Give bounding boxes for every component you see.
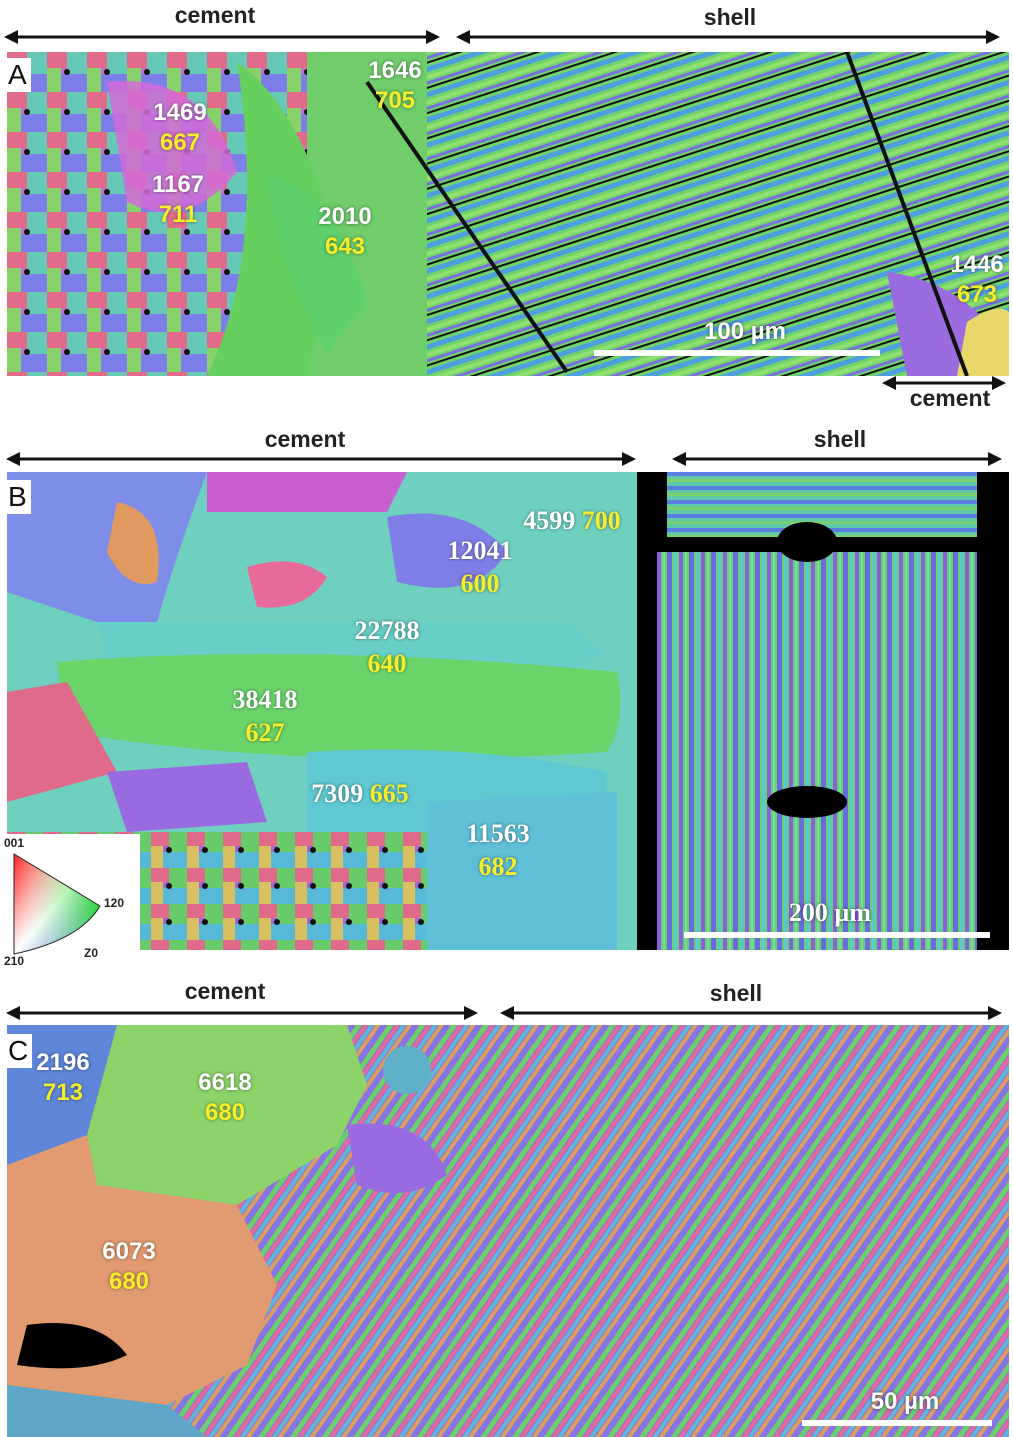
panel-b-grain-12041: 12041 600 [447, 536, 513, 598]
panel-c-grain-6618: 6618 680 [198, 1069, 252, 1126]
panel-c-ebsd-map [7, 1025, 1009, 1437]
legend-z0-label: Z0 [84, 946, 99, 960]
panel-a-cement-label: cement [174, 2, 256, 28]
panel-c-scale-bar [802, 1420, 992, 1426]
panel-c-arrows [6, 1006, 1002, 1020]
panel-b-shell-label: shell [813, 426, 867, 452]
panel-a-cement-right-arrow [882, 376, 1006, 390]
panel-a-letter: A [4, 58, 31, 92]
panel-c-grain-2196: 2196 713 [36, 1049, 90, 1106]
panel-b-arrows [6, 452, 1002, 466]
legend-triangle [13, 853, 101, 955]
panel-a-scale-bar [594, 350, 880, 356]
panel-a-grain-1646: 1646 705 [368, 57, 422, 114]
panel-a-cement-right-label: cement [909, 385, 991, 411]
panel-a-scale-label: 100 µm [704, 318, 786, 345]
legend-001-label: 001 [4, 836, 25, 850]
panel-c-shell-label: shell [709, 980, 763, 1006]
panel-b-grain-22788: 22788 640 [354, 616, 420, 678]
panel-b-grain-11563: 11563 682 [466, 819, 530, 881]
ipf-color-legend: 001 120 210 Z0 [0, 834, 140, 968]
panel-a-ebsd-map [7, 52, 1009, 376]
panel-b-grain-7309: 7309 665 [311, 779, 409, 808]
panel-c-scale-label: 50 µm [870, 1388, 940, 1415]
panel-b-scale-bar [684, 932, 990, 938]
legend-210-label: 210 [4, 954, 25, 968]
panel-a-grain-1446: 1446 673 [950, 251, 1004, 308]
panel-b-letter: B [4, 480, 31, 514]
panel-c-cement-label: cement [184, 978, 266, 1004]
panel-b-scale-label: 200 µm [788, 898, 872, 927]
panel-b-grain-38418: 38418 627 [232, 685, 298, 747]
panel-c-letter: C [4, 1034, 33, 1068]
panel-a-grain-1469: 1469 667 [153, 99, 207, 156]
panel-b-cement-label: cement [264, 426, 346, 452]
panel-a-grain-1167: 1167 711 [151, 171, 205, 228]
panel-a-shell-label: shell [703, 4, 757, 30]
panel-a-grain-2010: 2010 643 [318, 203, 372, 260]
legend-120-label: 120 [104, 896, 125, 910]
panel-b-grain-4599: 4599 700 [523, 506, 621, 535]
panel-a-cement-arrow [4, 30, 1000, 44]
panel-c-grain-6073: 6073 680 [102, 1238, 156, 1295]
